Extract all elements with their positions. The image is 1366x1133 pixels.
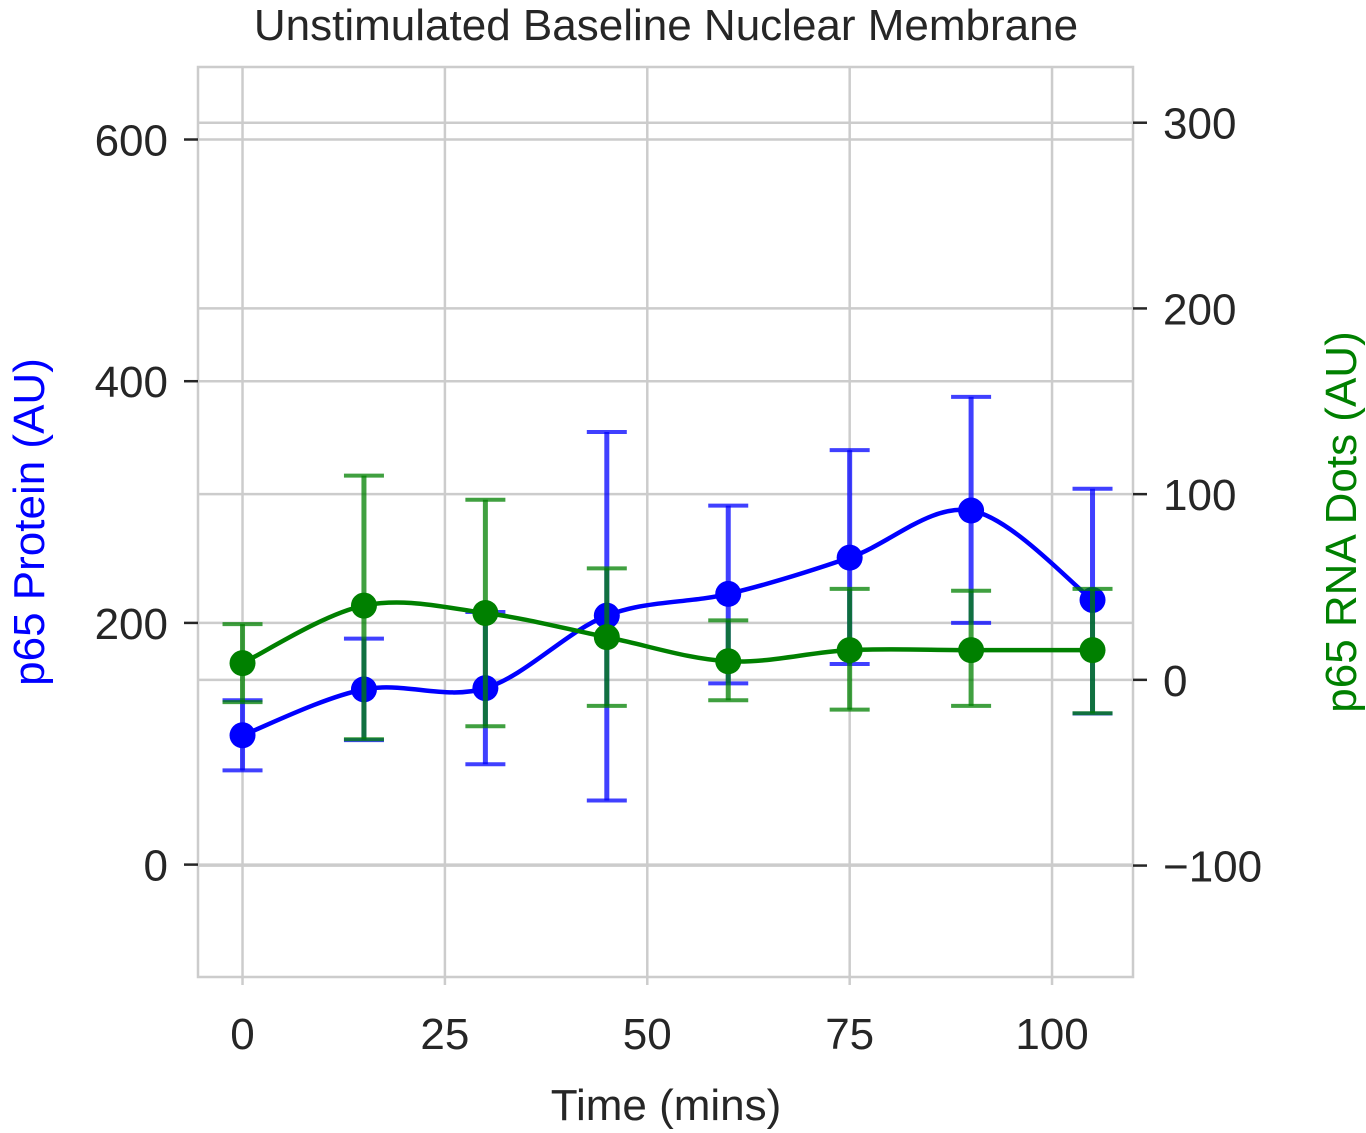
series-rna	[222, 473, 1113, 742]
y-left-tick-label: 600	[95, 117, 168, 166]
y-right-tick-label: −100	[1163, 843, 1262, 892]
x-tick-label: 0	[230, 1010, 254, 1059]
y-left-tick-label: 200	[95, 600, 168, 649]
data-point	[1079, 637, 1106, 664]
data-point	[472, 600, 499, 626]
data-point	[229, 650, 256, 677]
data-point	[715, 580, 742, 607]
x-tick-label: 100	[1015, 1010, 1088, 1059]
data-point	[958, 497, 985, 524]
data-point	[229, 722, 256, 749]
data-point	[350, 592, 377, 619]
y-axis-label-left: p65 Protein (AU)	[5, 358, 54, 686]
y-right-tick-label: 0	[1163, 657, 1187, 706]
chart-title: Unstimulated Baseline Nuclear Membrane	[254, 1, 1078, 50]
data-point	[715, 648, 742, 675]
y-left-tick-label: 0	[144, 842, 168, 891]
x-axis-label: Time (mins)	[551, 1081, 782, 1130]
x-tick-label: 25	[420, 1010, 469, 1059]
y-right-tick-label: 100	[1163, 471, 1236, 520]
data-point	[593, 624, 620, 651]
data-point	[836, 544, 863, 571]
axis-ticks: 0 25 50 75 100 0 200 400 600 −100 0 100 200 300	[95, 100, 1263, 1059]
series-line	[241, 600, 1093, 666]
plot-frame	[196, 65, 1135, 979]
y-left-tick-label: 400	[95, 358, 168, 407]
y-right-tick-label: 300	[1163, 100, 1236, 149]
series	[222, 394, 1113, 803]
y-axis-label-right: p65 RNA Dots (AU)	[1317, 331, 1366, 712]
data-point	[958, 637, 985, 664]
y-right-tick-label: 200	[1163, 285, 1236, 334]
x-tick-label: 75	[825, 1010, 874, 1059]
x-tick-label: 50	[623, 1010, 672, 1059]
data-point	[836, 637, 863, 664]
grid	[198, 67, 1133, 977]
